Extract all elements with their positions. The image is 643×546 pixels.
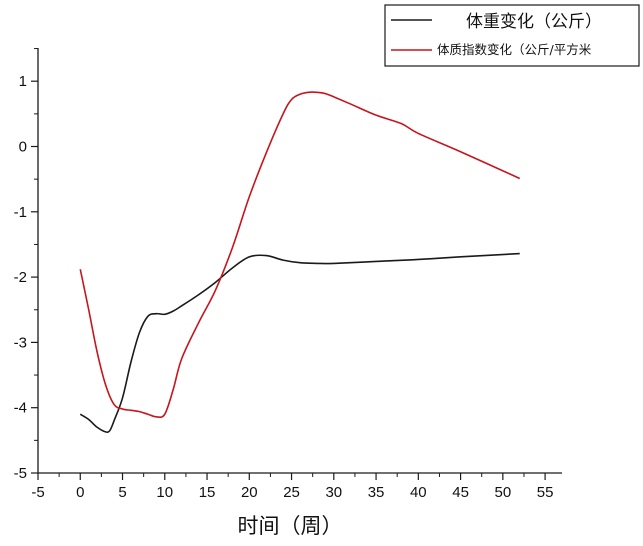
series-line-bmi (79, 91, 521, 419)
y-tick-label: -4 (14, 400, 27, 417)
y-tick-label: 1 (19, 73, 27, 90)
legend-box (384, 4, 640, 67)
x-tick-label: 10 (156, 484, 173, 501)
series-layer (79, 91, 521, 433)
series-line-weight (79, 252, 520, 433)
y-tick-label: 0 (19, 139, 27, 156)
y-tick-label: -5 (14, 465, 27, 482)
x-tick-label: 55 (537, 484, 554, 501)
legend: 体重变化（公斤） 体质指数变化（公斤/平方米 (384, 4, 640, 67)
x-tick-label: 15 (199, 484, 216, 501)
x-tick-label: 40 (410, 484, 427, 501)
x-axis-title: 时间（周） (238, 514, 343, 538)
x-tick-label: 50 (494, 484, 511, 501)
x-tick-label: -5 (31, 484, 44, 501)
legend-label-weight: 体重变化（公斤） (466, 12, 602, 32)
x-tick-label: 0 (76, 484, 84, 501)
x-tick-label: 20 (241, 484, 258, 501)
x-tick-label: 45 (452, 484, 469, 501)
y-tick-label: -3 (14, 334, 27, 351)
x-tick-label: 30 (325, 484, 342, 501)
y-tick-label: -2 (14, 269, 27, 286)
y-tick-label: -1 (14, 204, 27, 221)
x-tick-label: 25 (283, 484, 300, 501)
x-tick-label: 5 (118, 484, 126, 501)
x-tick-label: 35 (368, 484, 385, 501)
legend-label-bmi: 体质指数变化（公斤/平方米 (437, 42, 592, 57)
